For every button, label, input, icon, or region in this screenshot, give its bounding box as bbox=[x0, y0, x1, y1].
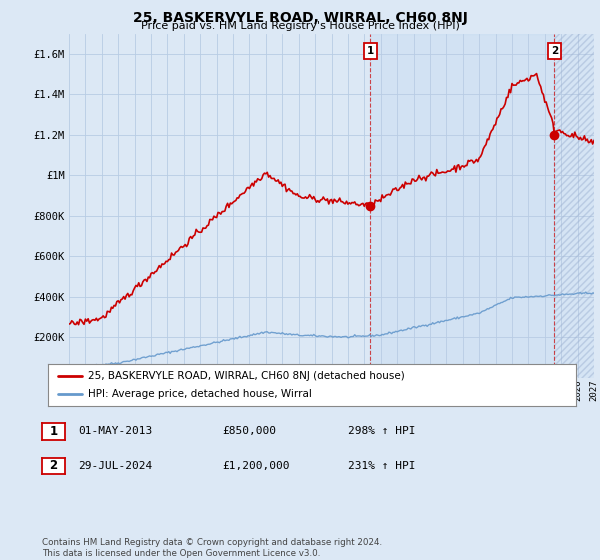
Bar bbox=[370, 34, 554, 378]
Text: 1: 1 bbox=[49, 424, 58, 438]
Text: 25, BASKERVYLE ROAD, WIRRAL, CH60 8NJ (detached house): 25, BASKERVYLE ROAD, WIRRAL, CH60 8NJ (d… bbox=[88, 371, 404, 381]
Text: 298% ↑ HPI: 298% ↑ HPI bbox=[348, 426, 415, 436]
Text: HPI: Average price, detached house, Wirral: HPI: Average price, detached house, Wirr… bbox=[88, 389, 311, 399]
Text: £850,000: £850,000 bbox=[222, 426, 276, 436]
Text: 2: 2 bbox=[49, 459, 58, 473]
Bar bbox=[554, 34, 594, 378]
Text: 25, BASKERVYLE ROAD, WIRRAL, CH60 8NJ: 25, BASKERVYLE ROAD, WIRRAL, CH60 8NJ bbox=[133, 11, 467, 25]
Text: 2: 2 bbox=[551, 46, 558, 56]
Text: 1: 1 bbox=[367, 46, 374, 56]
Text: £1,200,000: £1,200,000 bbox=[222, 461, 290, 471]
Text: 29-JUL-2024: 29-JUL-2024 bbox=[78, 461, 152, 471]
Text: Contains HM Land Registry data © Crown copyright and database right 2024.
This d: Contains HM Land Registry data © Crown c… bbox=[42, 538, 382, 558]
Text: 231% ↑ HPI: 231% ↑ HPI bbox=[348, 461, 415, 471]
Text: 01-MAY-2013: 01-MAY-2013 bbox=[78, 426, 152, 436]
Bar bbox=[554, 34, 594, 378]
Text: Price paid vs. HM Land Registry's House Price Index (HPI): Price paid vs. HM Land Registry's House … bbox=[140, 21, 460, 31]
